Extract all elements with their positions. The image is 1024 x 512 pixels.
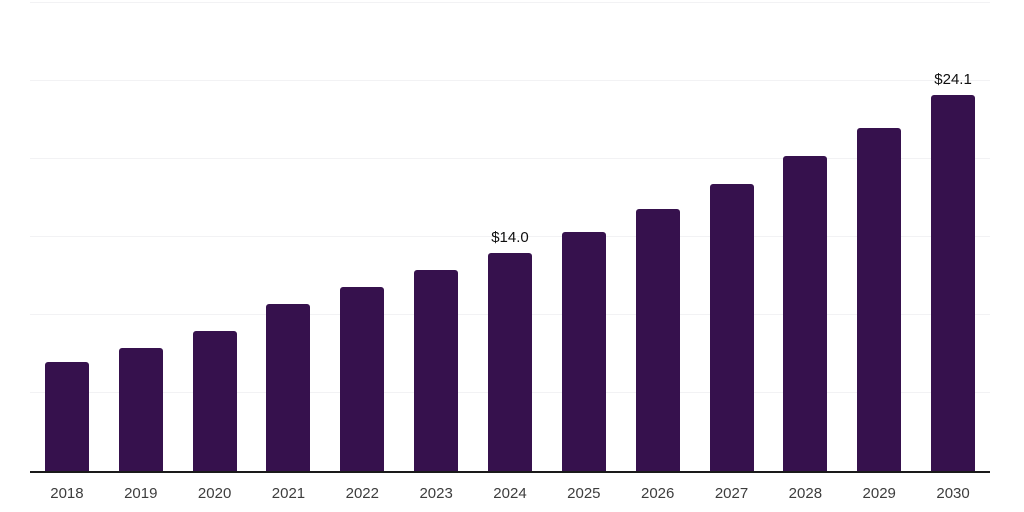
- x-tick-label-2024: 2024: [493, 485, 527, 502]
- x-tick-label-2020: 2020: [197, 485, 232, 502]
- bar-slot-2023: [399, 3, 473, 471]
- x-tick-label-2026: 2026: [640, 485, 675, 502]
- bar-slot-2022: [325, 3, 399, 471]
- x-tick-label-2019: 2019: [124, 485, 158, 502]
- bar-slot-2028: [768, 3, 842, 471]
- bar-slot-2027: [695, 3, 769, 471]
- bar-2025: [561, 232, 606, 471]
- bar-2019: [118, 347, 163, 471]
- bar-2030: [931, 95, 976, 471]
- gridline-15: [30, 236, 990, 237]
- x-tick-label-2029: 2029: [862, 485, 896, 502]
- bar-slot-2019: [104, 3, 178, 471]
- x-tick-label-2022: 2022: [345, 485, 379, 502]
- bar-2026: [635, 208, 680, 471]
- bar-2023: [414, 269, 459, 471]
- bars-container: $14.0 $24.1: [30, 3, 990, 471]
- value-label-2024: $14.0: [491, 228, 529, 246]
- value-label-2030: $24.1: [934, 71, 972, 89]
- x-tick-label-2025: 2025: [567, 485, 601, 502]
- bar-slot-2025: [547, 3, 621, 471]
- x-tick-label-2021: 2021: [271, 485, 306, 502]
- x-axis-tick-labels: 2018 2019 2020 2021 2022 2023 2024 2025 2026 2027…: [30, 484, 990, 504]
- bar-slot-2024: $14.0: [473, 3, 547, 471]
- bar-2027: [709, 183, 754, 471]
- gridline-25: [30, 80, 990, 81]
- x-tick-label-2028: 2028: [788, 485, 823, 502]
- bar-slot-2030: $24.1: [916, 3, 990, 471]
- bar-slot-2026: [621, 3, 695, 471]
- bar-slot-2020: [178, 3, 252, 471]
- bar-2024: [487, 252, 532, 471]
- bar-2021: [266, 304, 311, 471]
- bar-2020: [192, 330, 237, 471]
- x-tick-label-2030: 2030: [936, 485, 970, 502]
- x-tick-label-2027: 2027: [714, 485, 749, 502]
- bar-slot-2021: [252, 3, 326, 471]
- bar-slot-2018: [30, 3, 104, 471]
- gridline-20: [30, 158, 990, 159]
- bar-slot-2029: [842, 3, 916, 471]
- chart-area: $14.0 $24.1 2018 2019 2020 2021 2022 2023 2024 2…: [30, 2, 990, 512]
- x-tick-label-2023: 2023: [419, 485, 453, 502]
- plot-area: $14.0 $24.1: [30, 2, 990, 473]
- bar-2022: [340, 286, 385, 471]
- bar-2028: [783, 155, 828, 471]
- bar-2029: [857, 127, 902, 471]
- x-tick-label-2018: 2018: [50, 485, 84, 502]
- bar-2018: [44, 361, 89, 471]
- gridline-30: [30, 2, 990, 3]
